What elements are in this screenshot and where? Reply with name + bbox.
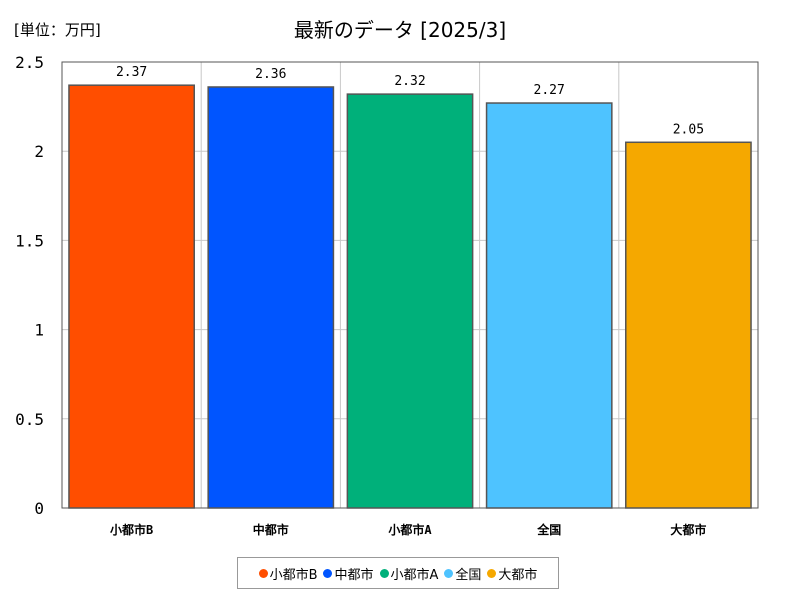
legend-label: 小都市B	[269, 567, 318, 583]
data-label: 2.32	[394, 74, 425, 89]
plot-frame	[61, 61, 759, 509]
bar-5	[625, 141, 752, 509]
legend-label: 大都市	[498, 567, 538, 583]
y-tick-label: 1	[34, 321, 44, 340]
legend: 小都市B 中都市 小都市A 全国 大都市	[237, 557, 559, 589]
x-tick-label: 小都市B	[110, 522, 153, 537]
data-label: 2.37	[116, 65, 147, 80]
legend-marker	[379, 568, 389, 578]
legend-marker	[323, 568, 333, 578]
y-tick-label: 2	[34, 142, 44, 161]
bar-1	[68, 84, 195, 509]
data-label: 2.36	[255, 67, 286, 82]
legend-item: 小都市A	[379, 564, 439, 583]
chart-title: 最新のデータ [2025/3]	[293, 18, 507, 42]
legend-item: 大都市	[487, 564, 537, 583]
legend-marker	[487, 568, 497, 578]
x-tick-label: 大都市	[670, 522, 706, 537]
bar-2	[207, 86, 335, 509]
x-tick-label: 小都市A	[388, 522, 432, 537]
bar-3	[346, 93, 474, 509]
legend-label: 中都市	[334, 567, 374, 583]
legend-item: 小都市B	[258, 564, 318, 583]
legend-marker	[444, 568, 454, 578]
legend-marker	[258, 568, 268, 578]
data-label: 2.27	[534, 83, 565, 98]
y-tick-label: 0.5	[15, 410, 44, 429]
x-tick-label: 全国	[536, 522, 561, 537]
legend-item: 全国	[444, 564, 481, 583]
unit-label: [単位：万円]	[14, 21, 101, 39]
x-tick-label: 中都市	[253, 522, 289, 537]
legend-item: 中都市	[323, 564, 374, 583]
bar-4	[485, 102, 613, 509]
legend-label: 全国	[455, 567, 482, 583]
data-label: 2.05	[673, 122, 704, 137]
legend-label: 小都市A	[390, 567, 439, 583]
y-tick-label: 0	[34, 499, 44, 518]
y-tick-label: 2.5	[15, 53, 44, 72]
y-tick-label: 1.5	[15, 231, 44, 250]
